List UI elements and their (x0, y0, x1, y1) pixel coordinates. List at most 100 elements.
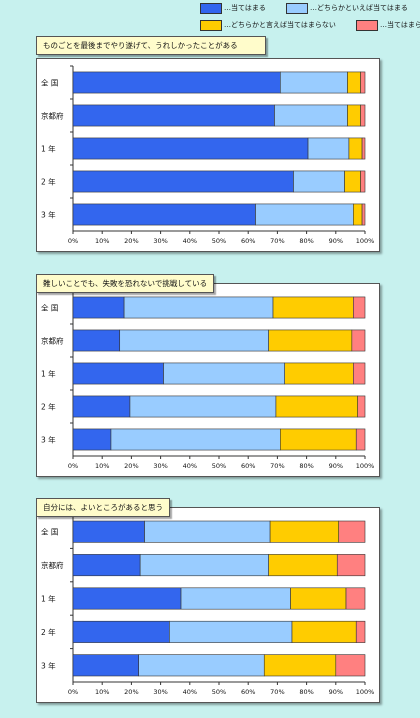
x-tick-label: 90% (329, 688, 343, 696)
bar-segment (268, 554, 338, 577)
bar-segment (355, 620, 366, 643)
bar-segment (361, 137, 366, 160)
x-tick-label: 70% (270, 688, 284, 696)
legend: …当てはまる …どちらかといえば当てはまる …どちらかと言えば当てはまらない …… (200, 2, 420, 38)
legend-label: …当てはまる (224, 4, 266, 12)
bar-segment (72, 520, 145, 543)
x-tick-label: 50% (212, 237, 226, 245)
x-tick-label: 0% (68, 462, 78, 470)
bar-segment (360, 104, 366, 127)
category-label: 全 国 (41, 78, 58, 88)
category-label: 京都府 (41, 560, 64, 570)
x-tick-label: 30% (153, 462, 167, 470)
bar-segment (263, 654, 337, 677)
bar-segment (72, 203, 256, 226)
bar-segment (347, 104, 361, 127)
x-tick-label: 80% (299, 237, 313, 245)
bar-segment (72, 362, 164, 385)
chart-panel: 0% 10% 20% 30% 40% 50% 60% 70% 80% 90% 100% 全 国京都府 1… (36, 58, 380, 252)
category-label: 2 年 (41, 402, 56, 412)
x-tick-label: 10% (95, 688, 109, 696)
x-tick-label: 50% (212, 688, 226, 696)
bar-segment (72, 587, 182, 610)
bar-segment (275, 395, 359, 418)
x-tick-label: 40% (183, 237, 197, 245)
bar-segment (163, 362, 285, 385)
bar-segment (72, 554, 141, 577)
x-tick-label: 80% (299, 688, 313, 696)
category-label: 全 国 (41, 303, 58, 313)
chart-panel: 0% 10% 20% 30% 40% 50% 60% 70% 80% 90% 100% 全 国京都府 1… (36, 507, 380, 703)
x-tick-label: 90% (329, 462, 343, 470)
x-tick-label: 20% (124, 237, 138, 245)
bar-segment (357, 395, 366, 418)
bar-segment (268, 329, 353, 352)
x-tick-label: 0% (68, 688, 78, 696)
category-label: 1 年 (41, 144, 56, 154)
bar-segment (269, 520, 340, 543)
category-label: 3 年 (41, 210, 56, 220)
bar-segment (360, 71, 366, 94)
category-label: 1 年 (41, 594, 56, 604)
x-tick-label: 60% (241, 688, 255, 696)
bar-segment (360, 170, 366, 193)
x-tick-label: 100% (356, 237, 375, 245)
bar-segment (280, 428, 357, 451)
chart-title: 難しいことでも、失敗を恐れないで挑戦している (36, 274, 215, 293)
legend-swatch (356, 20, 378, 31)
bar-segment (72, 296, 125, 319)
bar-segment (72, 395, 131, 418)
bar-segment (169, 620, 293, 643)
legend-label: …どちらかといえば当てはまる (310, 4, 408, 12)
legend-swatch (200, 20, 222, 31)
bar-segment (335, 654, 366, 677)
x-tick-label: 30% (153, 237, 167, 245)
bar-segment (72, 329, 121, 352)
bar-segment (348, 137, 363, 160)
bar-segment (344, 170, 361, 193)
bar-segment (139, 554, 269, 577)
chart-title: ものごとを最後までやり遂げて、うれしかったことがある (36, 36, 266, 55)
x-tick-label: 70% (270, 237, 284, 245)
category-label: 1 年 (41, 369, 56, 379)
x-tick-label: 80% (299, 462, 313, 470)
bar-segment (272, 296, 354, 319)
bar-segment (123, 296, 274, 319)
bar-segment (129, 395, 277, 418)
x-tick-label: 30% (153, 688, 167, 696)
x-tick-label: 20% (124, 462, 138, 470)
bar-segment (180, 587, 291, 610)
x-tick-label: 10% (95, 237, 109, 245)
bar-segment (351, 329, 366, 352)
bar-segment (355, 428, 366, 451)
x-tick-label: 40% (183, 462, 197, 470)
bar-segment (353, 362, 366, 385)
x-tick-label: 40% (183, 688, 197, 696)
bar-segment (353, 203, 363, 226)
x-tick-label: 60% (241, 462, 255, 470)
chart-panel: 0% 10% 20% 30% 40% 50% 60% 70% 80% 90% 100% 全 国京都府 1… (36, 283, 380, 477)
bar-segment (274, 104, 348, 127)
bar-segment (290, 587, 347, 610)
bar-segment (138, 654, 265, 677)
bar-segment (144, 520, 271, 543)
x-tick-label: 70% (270, 462, 284, 470)
category-label: 3 年 (41, 660, 56, 670)
bar-segment (284, 362, 354, 385)
category-label: 京都府 (41, 336, 64, 346)
category-label: 京都府 (41, 111, 64, 121)
bar-segment (347, 71, 361, 94)
bar-segment (293, 170, 345, 193)
bar-segment (72, 104, 275, 127)
bar-segment (307, 137, 350, 160)
x-tick-label: 100% (356, 462, 375, 470)
x-tick-label: 20% (124, 688, 138, 696)
bar-segment (72, 170, 294, 193)
bar-segment (338, 520, 366, 543)
legend-swatch (200, 3, 222, 14)
bar-segment (280, 71, 348, 94)
bar-segment (72, 428, 112, 451)
bar-segment (336, 554, 366, 577)
bar-segment (72, 654, 139, 677)
x-tick-label: 100% (356, 688, 375, 696)
